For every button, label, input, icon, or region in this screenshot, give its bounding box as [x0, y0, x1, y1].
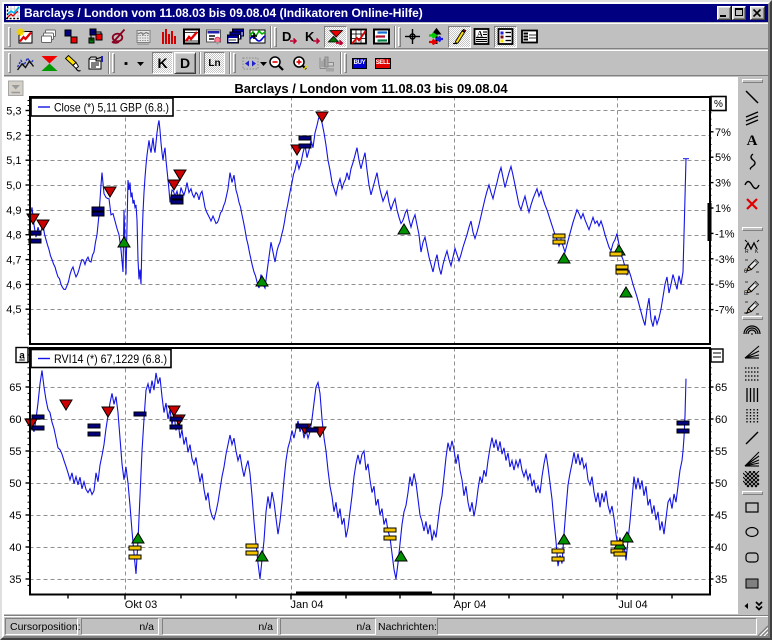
svg-text:K: K	[755, 249, 759, 254]
svg-text:%: %	[714, 99, 723, 110]
svg-text:40: 40	[715, 542, 727, 554]
svg-text:60: 60	[9, 414, 21, 426]
svg-text:3%: 3%	[715, 178, 731, 190]
svg-text:4,6: 4,6	[6, 279, 21, 291]
svg-text:5%: 5%	[715, 152, 731, 164]
svg-text:5,3: 5,3	[6, 106, 21, 118]
svg-text:Jan 04: Jan 04	[290, 599, 323, 611]
svg-text:D: D	[282, 29, 291, 44]
svg-text:-1%: -1%	[715, 228, 735, 240]
svg-text:-7%: -7%	[715, 305, 735, 317]
svg-text:a: a	[19, 351, 25, 362]
svg-text:4,8: 4,8	[6, 230, 21, 242]
svg-text:65: 65	[9, 382, 21, 394]
svg-text:60: 60	[715, 414, 727, 426]
svg-text:RVI14 (*) 67,1229 (6.8.): RVI14 (*) 67,1229 (6.8.)	[54, 352, 167, 366]
svg-text:K: K	[305, 29, 315, 44]
svg-text:Jul 04: Jul 04	[618, 599, 647, 611]
svg-text:5,0: 5,0	[6, 180, 21, 192]
svg-text:A: A	[477, 30, 483, 39]
svg-text:4,7: 4,7	[6, 255, 21, 267]
svg-text:45: 45	[9, 510, 21, 522]
svg-text:A: A	[747, 133, 758, 149]
svg-text:35: 35	[9, 574, 21, 586]
svg-text:R: R	[745, 249, 749, 254]
svg-text:55: 55	[715, 446, 727, 458]
svg-text:Okt 03: Okt 03	[125, 599, 157, 611]
svg-text:55: 55	[9, 446, 21, 458]
svg-text:E: E	[744, 291, 748, 297]
svg-text:50: 50	[9, 478, 21, 490]
svg-text:1%: 1%	[715, 203, 731, 215]
svg-text:50: 50	[715, 478, 727, 490]
svg-text:Barclays / London vom 11.08.03: Barclays / London vom 11.08.03 bis 09.08…	[234, 81, 508, 96]
svg-text:45: 45	[715, 510, 727, 522]
svg-text:65: 65	[715, 382, 727, 394]
svg-text:7%: 7%	[715, 127, 731, 139]
svg-text:6: 6	[744, 269, 748, 275]
svg-text:5,2: 5,2	[6, 130, 21, 142]
svg-text:40: 40	[9, 542, 21, 554]
svg-text:4,9: 4,9	[6, 205, 21, 217]
svg-text:=: =	[744, 311, 748, 317]
svg-text:5,1: 5,1	[6, 155, 21, 167]
svg-text:4,5: 4,5	[6, 304, 21, 316]
svg-text:35: 35	[715, 574, 727, 586]
svg-text:Apr 04: Apr 04	[454, 599, 486, 611]
svg-text:Close (*) 5,11 GBP (6.8.): Close (*) 5,11 GBP (6.8.)	[54, 101, 169, 115]
svg-text:-3%: -3%	[715, 254, 735, 266]
svg-text:-5%: -5%	[715, 279, 735, 291]
